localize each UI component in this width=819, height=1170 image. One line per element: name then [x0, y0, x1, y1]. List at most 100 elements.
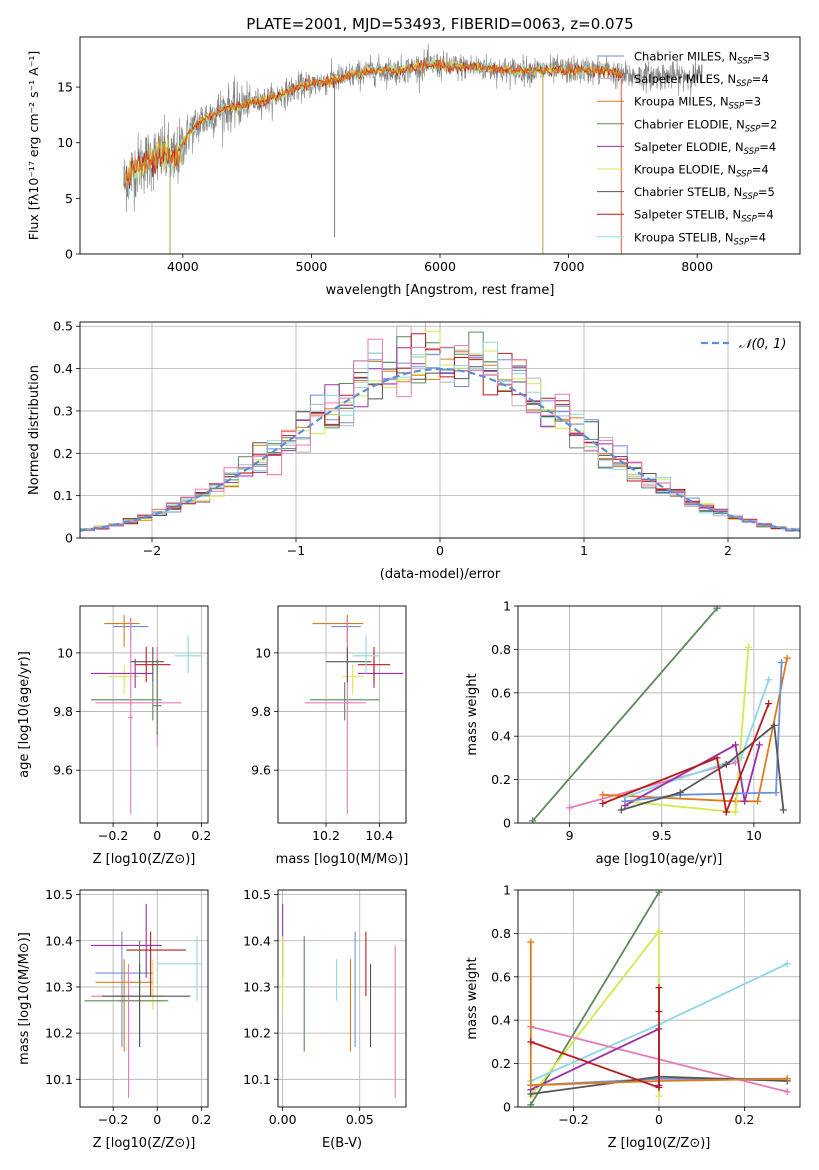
- y-tick-label: 0.8: [491, 926, 511, 941]
- errorbar-point: [312, 614, 364, 648]
- weight-point-marker: [599, 791, 607, 799]
- y-tick-label: 1: [503, 599, 511, 614]
- weight-point-marker: [731, 741, 739, 749]
- weight-point-marker: [599, 799, 607, 807]
- weight-series-line: [624, 662, 783, 803]
- weight-point-marker: [655, 927, 663, 935]
- y-axis-label: mass weight: [465, 957, 480, 1039]
- errorbar-point: [84, 940, 169, 1047]
- model-spectrum-line: [124, 57, 623, 191]
- y-tick-label: 10: [57, 645, 73, 660]
- y-tick-label: 0.4: [53, 361, 73, 376]
- weight-point-marker: [755, 741, 763, 749]
- y-tick-label: 9.6: [251, 763, 271, 778]
- weight-point-marker: [655, 1008, 663, 1016]
- weight-point-marker: [566, 804, 574, 812]
- x-axis-label: (data-model)/error: [380, 567, 501, 582]
- mass-vs-ebv-plot-area: [282, 903, 396, 1098]
- weight-point-marker: [765, 676, 773, 684]
- x-tick-label: 5000: [296, 259, 328, 274]
- x-axis-label: Z [log10(Z/Z⊙)]: [93, 1136, 196, 1151]
- x-tick-label: 9: [566, 828, 574, 843]
- panel-weight-vs-Z: −0.2 0 0.2 0 0.2 0.4 0.6 0.8 1 Z [log10(Z/Z⊙)] mas…: [465, 883, 800, 1151]
- weight-vs-age-plot-area: [529, 606, 791, 823]
- x-tick-label: 4000: [167, 259, 199, 274]
- y-axis-label: Flux [fλ10⁻¹⁷ erg cm⁻² s⁻¹ A⁻¹]: [26, 51, 41, 240]
- x-tick-label: 0.2: [735, 1112, 755, 1127]
- axes-frame: [79, 889, 209, 1108]
- weight-point-marker: [741, 797, 749, 805]
- y-tick-label: 10.1: [243, 1072, 271, 1087]
- legend-entry: Kroupa ELODIE, NSSP=4: [634, 163, 769, 180]
- legend-entry: 𝒩(0, 1): [739, 337, 786, 352]
- y-tick-label: 9.8: [251, 704, 271, 719]
- x-tick-label: −0.2: [98, 1112, 128, 1127]
- weight-point-marker: [527, 1038, 535, 1046]
- y-tick-label: 1: [503, 883, 511, 898]
- weight-point-marker: [722, 760, 730, 768]
- residual-histogram: [80, 338, 800, 531]
- weight-point-marker: [621, 797, 629, 805]
- y-tick-label: 5: [65, 191, 73, 206]
- legend-entry: Salpeter ELODIE, NSSP=4: [634, 140, 776, 157]
- axes-frame: [79, 605, 209, 824]
- weight-point-marker: [527, 1101, 535, 1107]
- axes-frame: [79, 36, 801, 255]
- legend-entry: Chabrier ELODIE, NSSP=2: [634, 117, 777, 134]
- x-tick-label: 0.2: [191, 828, 211, 843]
- weight-point-marker: [713, 754, 721, 762]
- weight-point-marker: [737, 754, 745, 762]
- errorbar-point: [126, 931, 186, 997]
- legend-entry: Salpeter STELIB, NSSP=4: [634, 208, 774, 225]
- x-tick-label: 0: [153, 1112, 161, 1127]
- weight-point-marker: [744, 643, 752, 651]
- x-tick-label: −0.2: [98, 828, 128, 843]
- mass-vs-Z-plot-area: [84, 903, 202, 1098]
- y-tick-label: 15: [57, 80, 73, 95]
- y-tick-label: 0.2: [491, 1056, 511, 1071]
- errorbar-point: [174, 635, 202, 674]
- panel-spectrum: 4000 5000 6000 7000 8000 0 5 10 15 wavelength [An…: [26, 51, 713, 298]
- errorbar-point: [152, 658, 162, 736]
- x-tick-label: 8000: [681, 259, 713, 274]
- y-tick-label: 10.3: [243, 979, 271, 994]
- y-tick-label: 9.6: [53, 763, 73, 778]
- legend-entry: Kroupa STELIB, NSSP=4: [634, 230, 766, 247]
- errorbar-point: [128, 617, 133, 815]
- legend-entry: Salpeter MILES, NSSP=4: [634, 72, 769, 89]
- axes-frame: [277, 605, 407, 824]
- x-tick-label: 0.00: [269, 1112, 297, 1127]
- weight-point-marker: [655, 1083, 663, 1091]
- spectrum-plot-area: [123, 43, 703, 254]
- panel-mass-vs-Z: −0.2 0 0.2 10.1 10.2 10.3 10.4 10.5 Z [log10(Z/Z…: [17, 887, 211, 1151]
- errorbar-point: [310, 682, 380, 721]
- weight-point-marker: [778, 658, 786, 666]
- weight-series-line: [624, 743, 761, 807]
- x-axis-label: age [log10(age/yr)]: [596, 852, 723, 867]
- y-tick-label: 0.4: [491, 1013, 511, 1028]
- weight-point-marker: [655, 890, 663, 896]
- y-tick-label: 0.8: [491, 642, 511, 657]
- y-tick-label: 10.4: [45, 933, 73, 948]
- errorbar-point: [95, 959, 153, 1052]
- weight-point-marker: [713, 606, 721, 612]
- y-tick-label: 0.2: [53, 446, 73, 461]
- x-tick-label: −1: [287, 543, 305, 558]
- x-axis-label: mass [log10(M/M⊙)]: [276, 852, 409, 867]
- y-tick-label: 0.6: [491, 969, 511, 984]
- weight-point-marker: [617, 806, 625, 814]
- weight-point-marker: [655, 1092, 663, 1100]
- x-tick-label: −2: [143, 543, 161, 558]
- x-tick-label: 10: [746, 828, 762, 843]
- y-axis-label: age [log10(age/yr)]: [17, 651, 32, 778]
- panel-mass-vs-ebv: 0.00 0.05 10.1 10.2 10.3 10.4 10.5 E(B-V): [243, 887, 406, 1151]
- errorbar-point: [91, 903, 162, 978]
- y-axis-label: mass [log10(M/M⊙)]: [17, 932, 32, 1065]
- legend-entry: Kroupa MILES, NSSP=3: [634, 95, 761, 112]
- x-tick-label: 10.4: [365, 828, 393, 843]
- errorbar-point: [304, 617, 366, 815]
- legend-entry: Chabrier STELIB, NSSP=5: [634, 185, 775, 202]
- x-tick-label: 6000: [424, 259, 456, 274]
- weight-point-marker: [754, 797, 762, 805]
